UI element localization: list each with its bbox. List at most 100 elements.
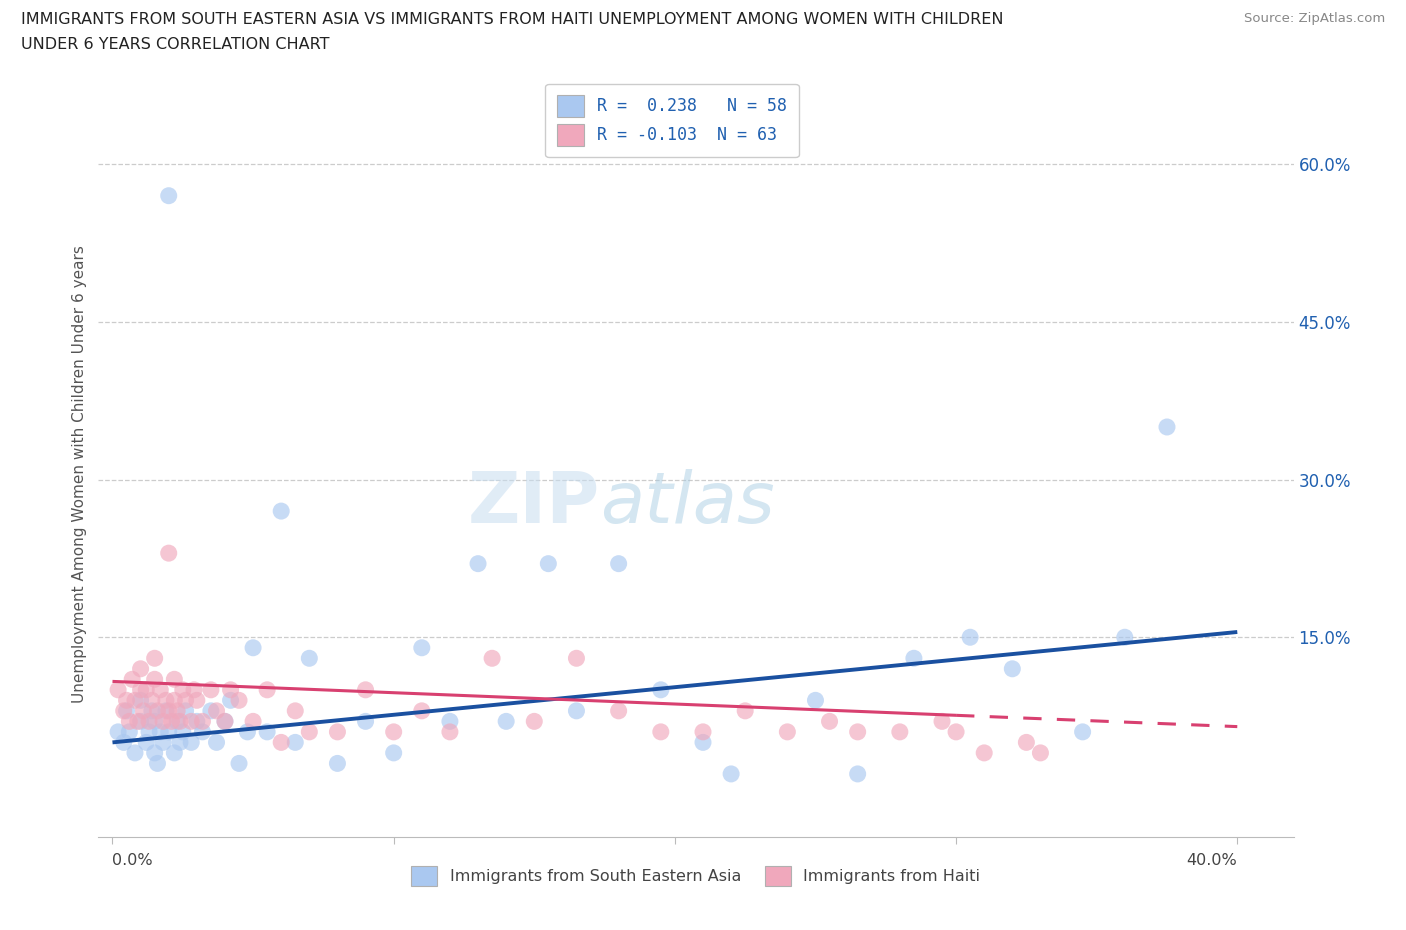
Text: 40.0%: 40.0% [1187,853,1237,868]
Point [846,766,869,781]
Text: Source: ZipAtlas.com: Source: ZipAtlas.com [1244,12,1385,25]
Point [166,714,188,729]
Point [720,766,742,781]
Point [124,693,146,708]
Point [439,714,461,729]
Point [157,703,180,718]
Point [228,756,250,771]
Point [1071,724,1094,739]
Point [143,651,166,666]
Point [160,714,183,729]
Point [112,735,135,750]
Point [191,724,214,739]
Point [607,703,630,718]
Point [121,671,143,686]
Point [650,724,672,739]
Point [169,735,191,750]
Point [191,714,214,729]
Point [163,693,186,708]
Point [284,703,307,718]
Point [129,714,152,729]
Point [692,724,714,739]
Point [174,703,197,718]
Text: ZIP: ZIP [468,469,600,538]
Point [146,756,169,771]
Point [127,714,149,729]
Point [734,703,756,718]
Point [166,703,188,718]
Point [115,703,138,718]
Text: UNDER 6 YEARS CORRELATION CHART: UNDER 6 YEARS CORRELATION CHART [21,37,329,52]
Point [172,683,194,698]
Point [180,714,202,729]
Point [205,703,228,718]
Point [973,746,995,761]
Point [692,735,714,750]
Point [172,724,194,739]
Point [565,651,588,666]
Point [354,714,377,729]
Point [818,714,841,729]
Point [107,683,129,698]
Point [945,724,967,739]
Point [163,671,186,686]
Point [931,714,953,729]
Point [411,703,433,718]
Point [180,735,202,750]
Point [326,724,349,739]
Point [959,630,981,644]
Point [155,703,177,718]
Point [143,714,166,729]
Point [157,724,180,739]
Point [298,651,321,666]
Y-axis label: Unemployment Among Women with Children Under 6 years: Unemployment Among Women with Children U… [72,246,87,703]
Point [112,703,135,718]
Point [650,683,672,698]
Point [107,724,129,739]
Point [467,556,489,571]
Point [326,756,349,771]
Point [186,693,208,708]
Point [205,735,228,750]
Point [537,556,560,571]
Point [219,693,242,708]
Point [236,724,259,739]
Point [129,693,152,708]
Point [607,556,630,571]
Point [124,746,146,761]
Point [163,746,186,761]
Point [115,693,138,708]
Point [846,724,869,739]
Point [135,683,157,698]
Point [1029,746,1052,761]
Legend: Immigrants from South Eastern Asia, Immigrants from Haiti: Immigrants from South Eastern Asia, Immi… [404,857,988,895]
Point [776,724,799,739]
Point [152,714,174,729]
Point [1156,419,1178,434]
Point [298,724,321,739]
Point [186,714,208,729]
Point [157,188,180,203]
Text: 0.0%: 0.0% [112,853,153,868]
Point [169,714,191,729]
Point [382,724,405,739]
Point [129,683,152,698]
Point [228,693,250,708]
Point [889,724,911,739]
Point [903,651,925,666]
Text: atlas: atlas [600,469,775,538]
Point [565,703,588,718]
Point [214,714,236,729]
Point [214,714,236,729]
Point [804,693,827,708]
Point [152,735,174,750]
Point [242,641,264,656]
Point [143,746,166,761]
Point [354,683,377,698]
Point [143,671,166,686]
Point [242,714,264,729]
Text: IMMIGRANTS FROM SOUTH EASTERN ASIA VS IMMIGRANTS FROM HAITI UNEMPLOYMENT AMONG W: IMMIGRANTS FROM SOUTH EASTERN ASIA VS IM… [21,12,1004,27]
Point [1001,661,1024,676]
Point [157,546,180,561]
Point [200,703,222,718]
